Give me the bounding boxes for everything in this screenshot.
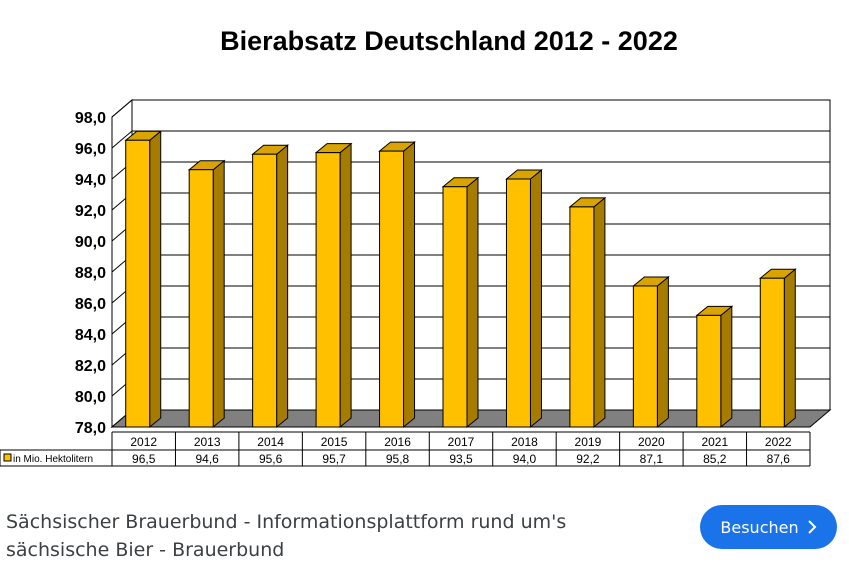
- bar: [505, 168, 543, 429]
- caption-line-2: sächsische Bier - Brauerbund: [6, 539, 285, 561]
- y-tick-label: 80,0: [75, 389, 106, 406]
- bar: [568, 196, 607, 429]
- chevron-right-icon: [807, 520, 817, 534]
- gridline-depth: [111, 130, 133, 149]
- x-tick-label: 2012: [130, 435, 157, 449]
- y-tick-label: 96,0: [75, 141, 106, 158]
- bar-side: [656, 275, 669, 429]
- bar: [631, 275, 670, 429]
- y-tick-label: 82,0: [75, 358, 106, 375]
- y-tick-label: 94,0: [75, 172, 106, 189]
- bar-front: [379, 150, 405, 428]
- data-label: 95,6: [259, 452, 283, 466]
- data-label: 96,5: [132, 452, 156, 466]
- bar-side: [783, 268, 796, 429]
- bar-front: [569, 206, 595, 428]
- data-table: in Mio. Hektolitern 2012 96,5 2013 94,6 2014 9…: [0, 431, 811, 467]
- bar-front: [252, 153, 278, 428]
- x-tick-label: 2014: [257, 435, 284, 449]
- bar-front: [696, 314, 722, 428]
- bar-front: [315, 152, 341, 428]
- data-label: 95,8: [386, 452, 410, 466]
- bar: [441, 176, 480, 429]
- bar: [695, 305, 734, 429]
- x-tick-label: 2015: [321, 435, 348, 449]
- caption-line-1: Sächsischer Brauerbund - Informationspla…: [6, 511, 567, 533]
- bar-front: [505, 178, 531, 428]
- y-tick-label: 88,0: [75, 265, 106, 282]
- legend-swatch: [3, 453, 12, 462]
- visit-button[interactable]: Besuchen: [700, 505, 837, 549]
- source-caption[interactable]: Sächsischer Brauerbund - Informationspla…: [6, 508, 646, 564]
- x-tick-label: 2021: [701, 435, 728, 449]
- bar-front: [188, 169, 214, 428]
- bar-front: [125, 139, 151, 428]
- bar-front: [632, 285, 658, 428]
- chart-title: Bierabsatz Deutschland 2012 - 2022: [220, 26, 678, 56]
- visit-button-label: Besuchen: [720, 517, 799, 537]
- bar-side: [466, 176, 479, 429]
- bar-chart: Bierabsatz Deutschland 2012 - 2022 78,0 8…: [0, 26, 832, 467]
- data-label: 85,2: [703, 452, 727, 466]
- bar: [758, 268, 797, 429]
- bar-front: [759, 277, 785, 428]
- data-label: 93,5: [449, 452, 473, 466]
- data-label: 94,0: [513, 452, 537, 466]
- bar-front: [442, 186, 468, 428]
- legend-series-name: in Mio. Hektolitern: [13, 454, 93, 465]
- y-tick-label: 84,0: [75, 327, 106, 344]
- data-label: 95,7: [322, 452, 346, 466]
- bar: [124, 130, 163, 429]
- bar-side: [212, 159, 225, 429]
- data-label: 87,1: [640, 452, 664, 466]
- y-tick-label: 86,0: [75, 296, 106, 313]
- x-tick-label: 2019: [575, 435, 602, 449]
- bar-side: [149, 130, 162, 429]
- bar: [187, 159, 226, 429]
- x-tick-label: 2017: [448, 435, 475, 449]
- plot-area: 78,0 80,0 82,0 84,0 86,0 88,0 90,0 92,0 94,0 96,0…: [75, 98, 832, 437]
- x-tick-label: 2016: [384, 435, 411, 449]
- bar: [314, 142, 353, 429]
- data-label: 87,6: [767, 452, 791, 466]
- x-tick-label: 2013: [194, 435, 221, 449]
- bar: [251, 144, 290, 429]
- y-tick-label: 98,0: [75, 110, 106, 127]
- bar: [378, 141, 416, 429]
- gridline-depth: [111, 99, 133, 118]
- bar-side: [403, 141, 416, 429]
- data-label: 94,6: [196, 452, 220, 466]
- y-tick-label: 78,0: [75, 420, 106, 437]
- x-tick-label: 2018: [511, 435, 538, 449]
- bar-side: [720, 305, 733, 429]
- bar-side: [593, 196, 606, 429]
- bar-side: [276, 144, 289, 429]
- y-tick-label: 90,0: [75, 234, 106, 251]
- bar-side: [529, 168, 542, 429]
- y-tick-label: 92,0: [75, 203, 106, 220]
- data-label: 92,2: [576, 452, 600, 466]
- x-tick-label: 2020: [638, 435, 665, 449]
- x-tick-label: 2022: [765, 435, 792, 449]
- bar-side: [339, 142, 352, 429]
